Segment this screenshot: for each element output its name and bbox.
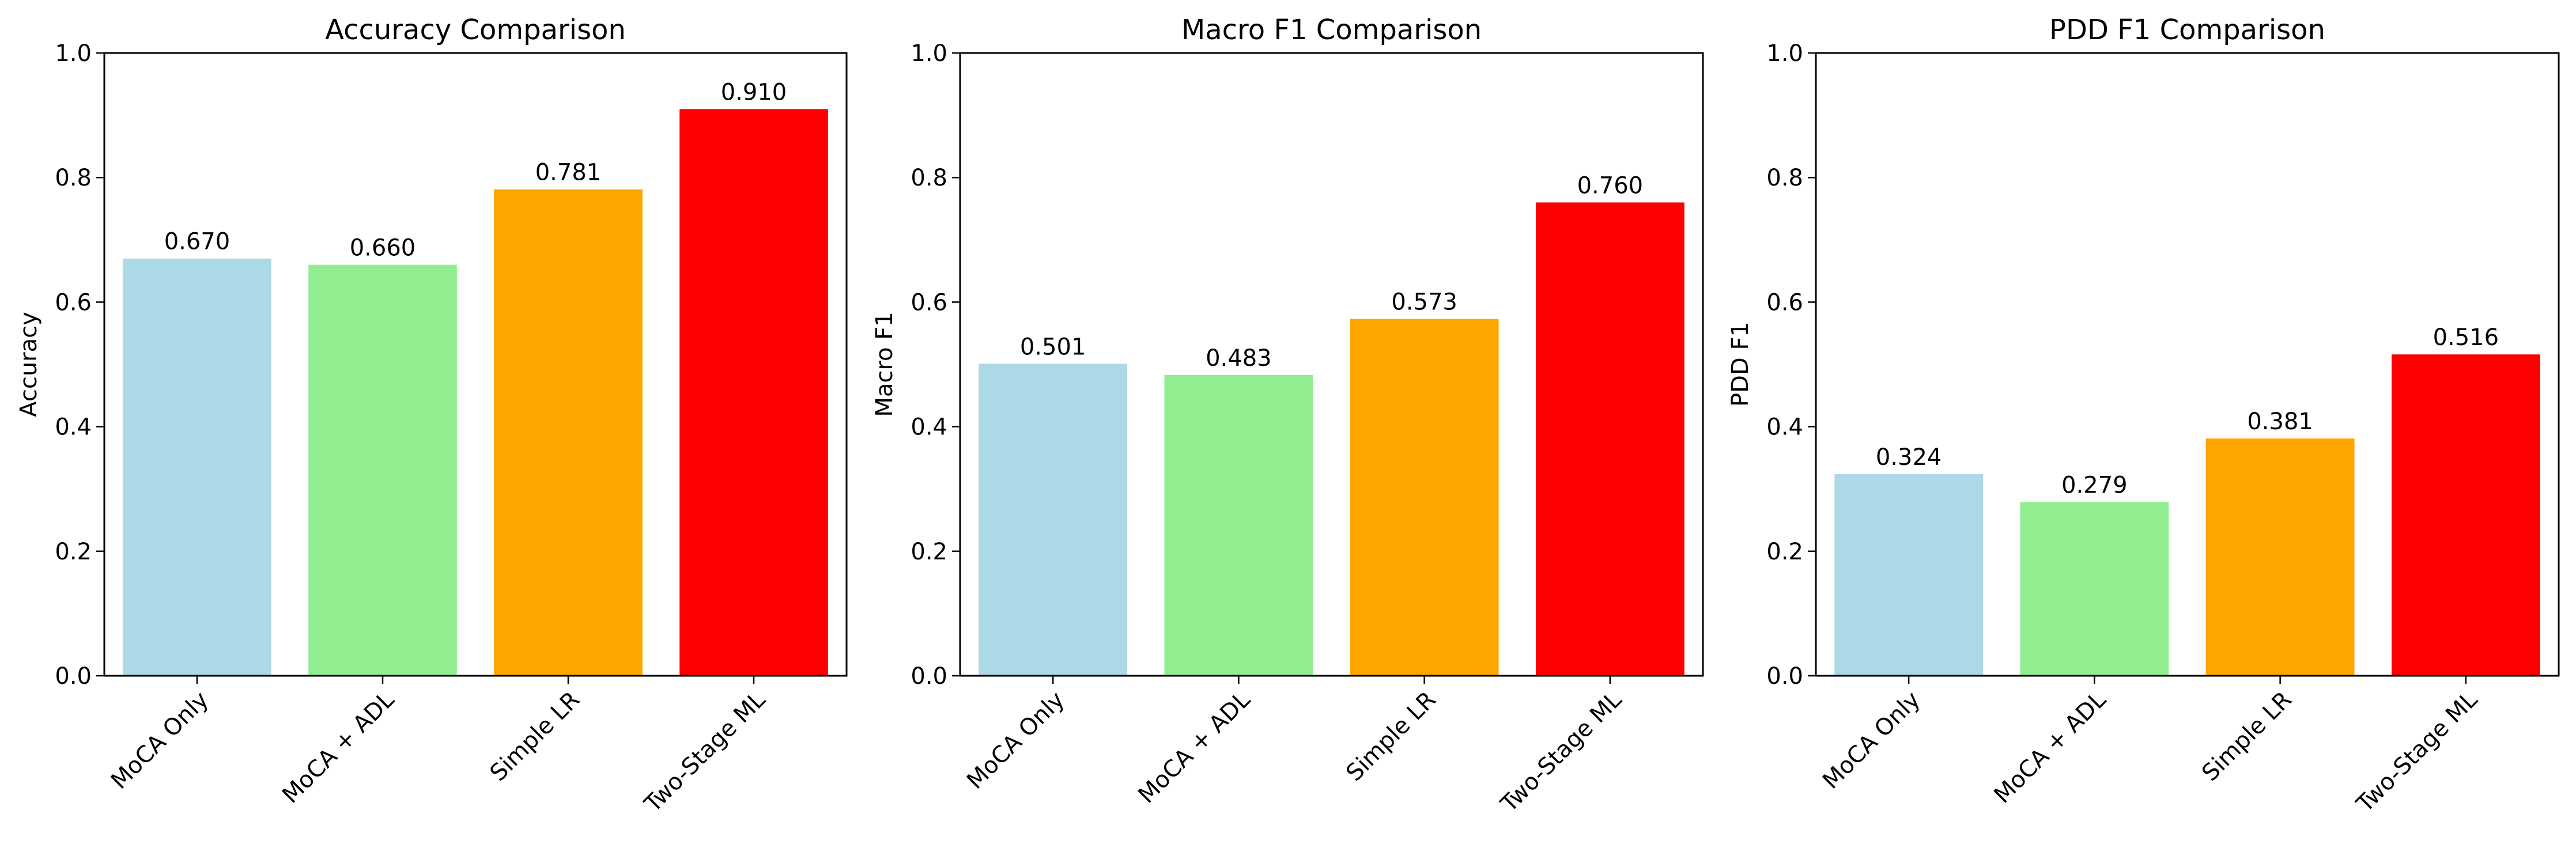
y-tick-label: 0.8 (1766, 165, 1803, 191)
x-tick-label: Simple LR (2197, 687, 2297, 787)
bar (979, 364, 1128, 676)
bar (2205, 438, 2355, 676)
y-tick-label: 1.0 (1766, 40, 1803, 67)
chart-title: Macro F1 Comparison (1181, 14, 1482, 46)
x-tick-label: Two-Stage ML (639, 686, 770, 817)
x-tick-label: MoCA + ADL (1989, 686, 2112, 808)
x-tick-label: Simple LR (485, 687, 586, 787)
bar (1834, 474, 1984, 676)
bar-value-label: 0.279 (2061, 472, 2128, 498)
y-tick-label: 1.0 (911, 40, 947, 67)
y-tick-label: 0.2 (55, 539, 92, 565)
y-tick-label: 0.4 (55, 414, 92, 441)
y-tick-label: 0.6 (55, 289, 92, 316)
bar-value-label: 0.910 (721, 79, 787, 105)
chart-panel-1: 0.670 MoCA Only 0.660 MoCA + ADL 0.781 Simple… (16, 14, 848, 817)
bar-value-label: 0.501 (1020, 334, 1086, 360)
bar-value-label: 0.660 (350, 235, 416, 262)
bar-value-label: 0.516 (2433, 324, 2499, 351)
y-tick-label: 0.8 (911, 165, 947, 191)
x-tick-label: MoCA + ADL (277, 686, 399, 808)
y-tick-label: 0.0 (911, 663, 947, 690)
bar-value-label: 0.573 (1391, 289, 1457, 316)
x-tick-label: MoCA Only (1818, 687, 1925, 794)
bar (2020, 502, 2169, 676)
x-tick-label: Two-Stage ML (1495, 686, 1627, 817)
x-tick-label: Simple LR (1341, 687, 1441, 787)
bar (2391, 354, 2540, 676)
y-tick-label: 0.2 (1766, 539, 1803, 565)
y-tick-label: 0.4 (911, 414, 947, 441)
y-tick-label: 0.4 (1766, 414, 1803, 441)
plot-frame (959, 52, 1704, 677)
chart-title: Accuracy Comparison (325, 14, 626, 46)
x-tick-label: MoCA Only (962, 687, 1070, 794)
y-axis-label: PDD F1 (1727, 322, 1754, 407)
y-tick-label: 0.8 (55, 165, 92, 191)
chart-panel-3: 0.324 MoCA Only 0.279 MoCA + ADL 0.381 Simple… (1727, 14, 2560, 817)
bar (1350, 319, 1499, 676)
bar (1164, 374, 1313, 676)
chart-panel-2: 0.501 MoCA Only 0.483 MoCA + ADL 0.573 Simple… (871, 14, 1704, 817)
bar-value-label: 0.483 (1206, 345, 1272, 372)
bar-value-label: 0.781 (535, 160, 602, 186)
y-tick-label: 0.6 (1766, 289, 1803, 316)
chart-title: PDD F1 Comparison (2049, 14, 2325, 46)
y-axis-label: Accuracy (16, 312, 42, 417)
y-tick-label: 0.6 (911, 289, 947, 316)
y-tick-label: 1.0 (55, 40, 92, 67)
x-tick-label: Two-Stage ML (2351, 686, 2483, 817)
y-tick-label: 0.0 (55, 663, 92, 690)
bar-value-label: 0.670 (164, 229, 231, 255)
bar (679, 109, 828, 676)
x-tick-label: MoCA Only (106, 687, 214, 794)
bar-value-label: 0.324 (1876, 444, 1942, 471)
bar (123, 258, 271, 676)
y-tick-label: 0.0 (1766, 663, 1803, 690)
x-tick-label: MoCA + ADL (1134, 686, 1256, 808)
plot-frame (103, 52, 848, 677)
y-tick-label: 0.2 (911, 539, 947, 565)
bar (494, 189, 643, 676)
bar-value-label: 0.760 (1577, 172, 1644, 199)
bar-value-label: 0.381 (2247, 408, 2313, 435)
bar (308, 264, 457, 676)
bar (1535, 202, 1684, 676)
plot-frame (1815, 52, 2560, 677)
y-axis-label: Macro F1 (871, 312, 898, 417)
